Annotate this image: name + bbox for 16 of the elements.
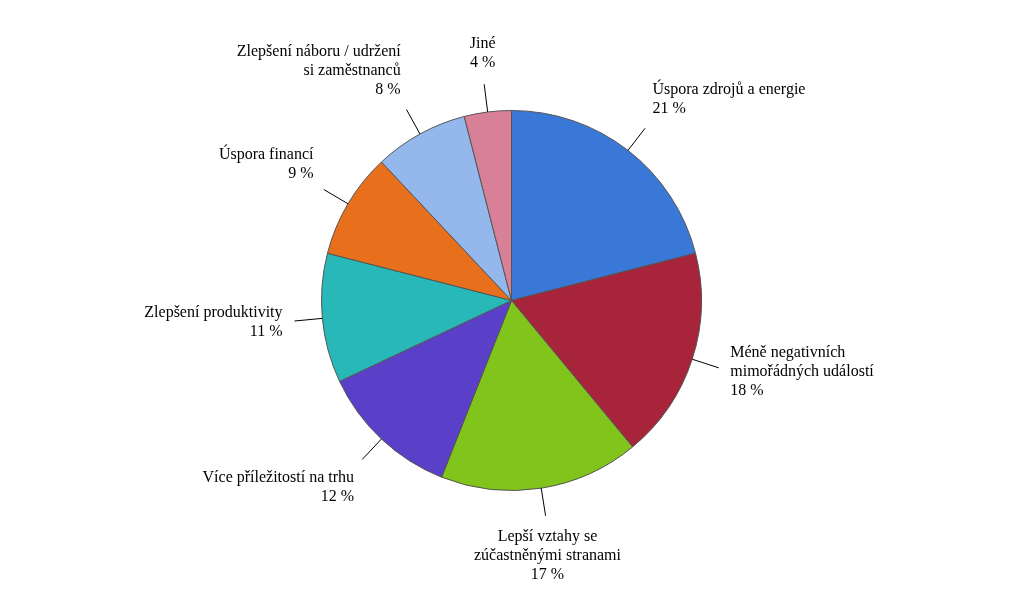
data-label: 12 % bbox=[320, 486, 355, 504]
data-label: 8 % bbox=[375, 79, 401, 97]
slice-label: Úspora zdrojů a energie bbox=[652, 79, 806, 99]
data-label: 11 % bbox=[249, 321, 283, 339]
data-label: 21 % bbox=[652, 99, 686, 117]
data-label: 9 % bbox=[288, 164, 314, 182]
slice-label: Zlepšení náboru / udržení si zaměstnanců bbox=[236, 41, 402, 78]
slice-label: Více příležitostí na trhu bbox=[202, 467, 355, 486]
slice-label: Lepší vztahy se zúčastněnými stranami bbox=[473, 527, 622, 565]
slice-label: Zlepšení produktivity bbox=[144, 302, 283, 321]
slice-label: Méně negativních mimořádných událostí bbox=[730, 342, 875, 380]
slice-label: Jiné bbox=[469, 34, 496, 52]
data-label: 17 % bbox=[530, 565, 565, 583]
data-label: 4 % bbox=[470, 53, 496, 71]
slice-label: Úspora financí bbox=[218, 144, 315, 164]
data-label: 18 % bbox=[730, 380, 764, 398]
